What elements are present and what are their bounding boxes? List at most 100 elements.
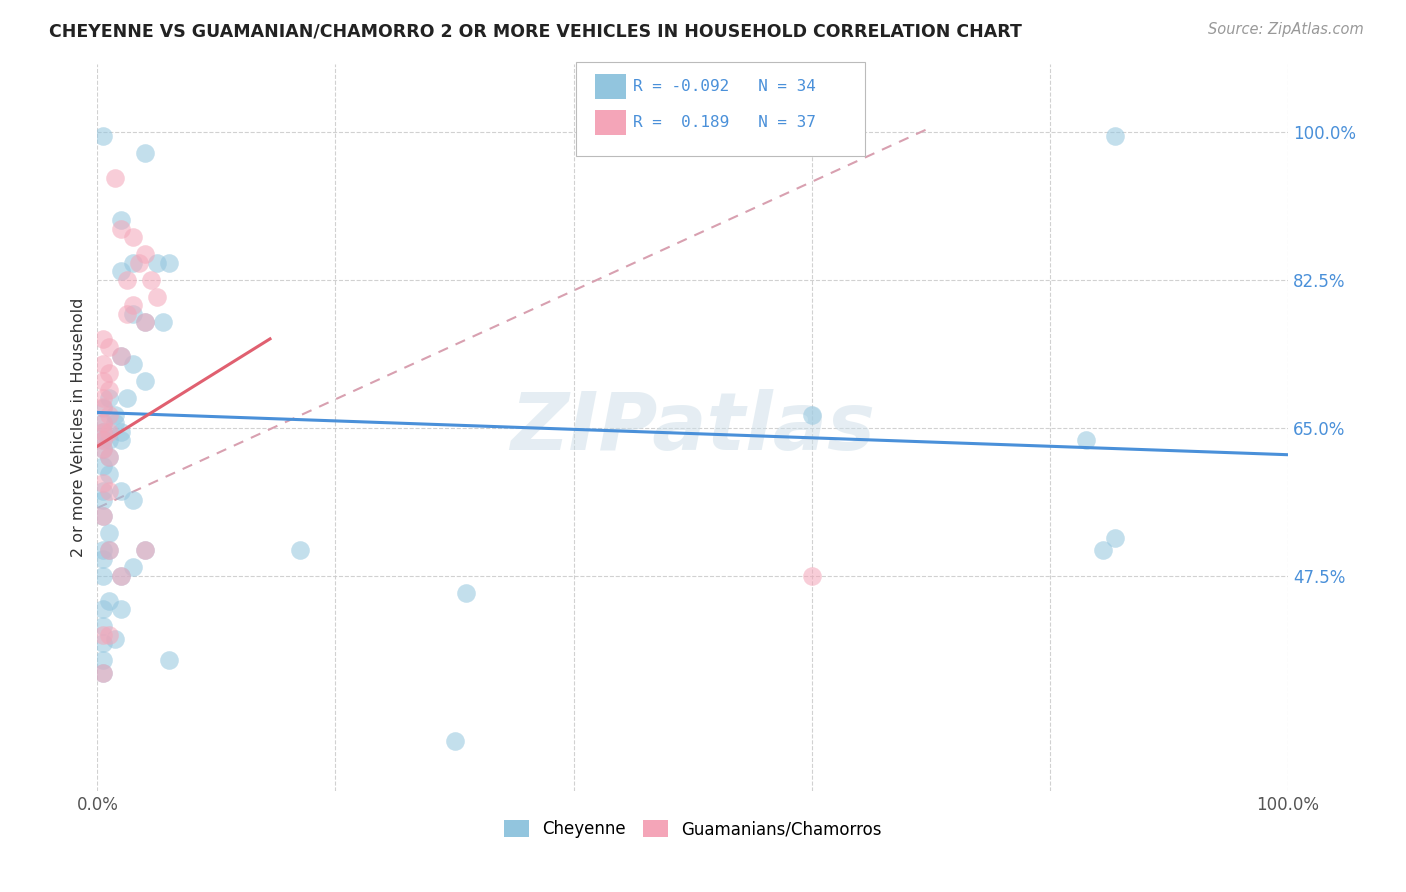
Point bbox=[157, 256, 180, 270]
Point bbox=[98, 484, 121, 499]
Point bbox=[134, 145, 156, 160]
Point bbox=[800, 408, 823, 422]
Point bbox=[98, 628, 121, 642]
Point bbox=[146, 290, 169, 304]
Point bbox=[1074, 434, 1097, 448]
Point bbox=[1092, 543, 1115, 558]
Text: CHEYENNE VS GUAMANIAN/CHAMORRO 2 OR MORE VEHICLES IN HOUSEHOLD CORRELATION CHART: CHEYENNE VS GUAMANIAN/CHAMORRO 2 OR MORE… bbox=[49, 22, 1022, 40]
Point bbox=[122, 306, 145, 320]
Point bbox=[98, 366, 121, 380]
Point bbox=[91, 425, 114, 439]
Point bbox=[152, 315, 174, 329]
Y-axis label: 2 or more Vehicles in Household: 2 or more Vehicles in Household bbox=[72, 298, 86, 558]
Point bbox=[91, 400, 114, 414]
Point bbox=[800, 568, 823, 582]
Point bbox=[110, 484, 132, 499]
Point bbox=[128, 256, 150, 270]
Point bbox=[146, 256, 169, 270]
Point bbox=[91, 391, 114, 405]
Point bbox=[98, 543, 121, 558]
Text: Source: ZipAtlas.com: Source: ZipAtlas.com bbox=[1208, 22, 1364, 37]
Point bbox=[104, 632, 127, 646]
Point bbox=[91, 665, 114, 680]
Point bbox=[1104, 128, 1126, 143]
Point bbox=[91, 332, 114, 346]
Point bbox=[98, 383, 121, 397]
Point bbox=[91, 568, 114, 582]
Point bbox=[157, 653, 180, 667]
Point bbox=[91, 665, 114, 680]
Point bbox=[122, 298, 145, 312]
Point bbox=[134, 315, 156, 329]
Point bbox=[98, 425, 121, 439]
Point bbox=[110, 222, 132, 236]
Point bbox=[91, 653, 114, 667]
Point bbox=[91, 492, 114, 507]
Point bbox=[115, 273, 138, 287]
Point bbox=[110, 349, 132, 363]
Point bbox=[110, 568, 132, 582]
Point bbox=[134, 543, 156, 558]
Point bbox=[134, 374, 156, 388]
Point bbox=[122, 357, 145, 371]
Point bbox=[139, 273, 162, 287]
Point bbox=[110, 213, 132, 227]
Point bbox=[104, 171, 127, 186]
Point bbox=[91, 442, 114, 456]
Point bbox=[98, 594, 121, 608]
Point bbox=[134, 543, 156, 558]
Point bbox=[134, 315, 156, 329]
Point bbox=[110, 568, 132, 582]
Point bbox=[91, 509, 114, 524]
Point bbox=[104, 417, 127, 431]
Point bbox=[98, 434, 121, 448]
Legend: Cheyenne, Guamanians/Chamorros: Cheyenne, Guamanians/Chamorros bbox=[498, 814, 889, 845]
Point bbox=[91, 401, 114, 416]
Point bbox=[91, 417, 114, 431]
Point bbox=[91, 475, 114, 490]
Point bbox=[98, 340, 121, 354]
Point bbox=[91, 636, 114, 650]
Point bbox=[110, 434, 132, 448]
Point bbox=[1104, 531, 1126, 545]
Point bbox=[104, 408, 127, 422]
Point bbox=[91, 434, 114, 448]
Point bbox=[98, 408, 121, 422]
Point bbox=[98, 467, 121, 482]
Text: R = -0.092   N = 34: R = -0.092 N = 34 bbox=[633, 79, 815, 94]
Point bbox=[115, 306, 138, 320]
Point bbox=[288, 543, 311, 558]
Point bbox=[122, 560, 145, 574]
Point bbox=[98, 391, 121, 405]
Text: ZIPatlas: ZIPatlas bbox=[510, 389, 875, 467]
Point bbox=[122, 256, 145, 270]
Point bbox=[98, 526, 121, 541]
Point bbox=[91, 484, 114, 499]
Point bbox=[110, 602, 132, 616]
Point bbox=[456, 585, 478, 599]
Point bbox=[91, 509, 114, 524]
Point bbox=[443, 733, 465, 747]
Point bbox=[91, 434, 114, 448]
Point bbox=[110, 264, 132, 278]
Point bbox=[110, 349, 132, 363]
Point bbox=[91, 357, 114, 371]
Point bbox=[134, 247, 156, 261]
Point bbox=[91, 602, 114, 616]
Point bbox=[91, 458, 114, 473]
Point bbox=[98, 450, 121, 465]
Point bbox=[91, 128, 114, 143]
Text: R =  0.189   N = 37: R = 0.189 N = 37 bbox=[633, 115, 815, 129]
Point bbox=[91, 374, 114, 388]
Point bbox=[91, 417, 114, 431]
Point bbox=[122, 492, 145, 507]
Point bbox=[91, 628, 114, 642]
Point bbox=[91, 425, 114, 439]
Point bbox=[98, 450, 121, 465]
Point bbox=[98, 543, 121, 558]
Point bbox=[91, 442, 114, 456]
Point bbox=[122, 230, 145, 244]
Point bbox=[91, 543, 114, 558]
Point bbox=[110, 425, 132, 439]
Point bbox=[115, 391, 138, 405]
